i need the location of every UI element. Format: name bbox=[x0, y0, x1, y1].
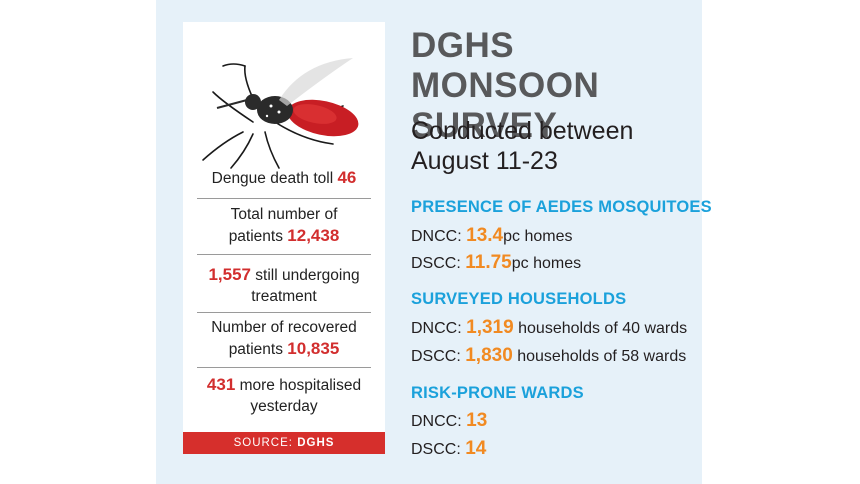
stat-total-patients: Total number of patients 12,438 bbox=[183, 204, 385, 247]
stats-card: Dengue death toll 46 Total number of pat… bbox=[183, 22, 385, 454]
stat-value: 46 bbox=[337, 168, 357, 187]
subtitle: Conducted between August 11-23 bbox=[411, 116, 701, 176]
row-risk-dncc: DNCC: 13 bbox=[411, 410, 487, 432]
stat-label: more hospitalised bbox=[239, 377, 362, 394]
source-value: DGHS bbox=[297, 437, 335, 449]
row-value: 13 bbox=[466, 410, 488, 431]
stat-hospitalised: 431 more hospitalised yesterday bbox=[183, 374, 385, 417]
section-heading-aedes: PRESENCE OF AEDES MOSQUITOES bbox=[411, 198, 712, 216]
stat-value: 10,835 bbox=[287, 339, 340, 358]
page-title: DGHS MONSOON SURVEY bbox=[411, 26, 701, 146]
subtitle-line: August 11-23 bbox=[411, 147, 558, 175]
stat-label: still undergoing bbox=[255, 267, 360, 284]
stat-value: 12,438 bbox=[287, 226, 340, 245]
title-line: DGHS MONSOON bbox=[411, 26, 600, 105]
stat-value: 431 bbox=[206, 375, 236, 394]
stat-label: patients bbox=[228, 341, 283, 358]
row-label: DNCC: bbox=[411, 228, 462, 245]
row-suffix: pc homes bbox=[503, 228, 573, 245]
row-label: DNCC: bbox=[411, 320, 462, 337]
row-value: 1,319 bbox=[466, 317, 514, 338]
row-label: DNCC: bbox=[411, 413, 462, 430]
mosquito-icon bbox=[202, 58, 359, 169]
stat-value: 1,557 bbox=[208, 265, 251, 284]
row-households-dncc: DNCC: 1,319 households of 40 wards bbox=[411, 317, 687, 339]
divider bbox=[197, 198, 371, 199]
divider bbox=[197, 367, 371, 368]
stat-undergoing-treatment: 1,557 still undergoing treatment bbox=[183, 264, 385, 307]
source-bar: SOURCE: DGHS bbox=[183, 432, 385, 454]
row-label: DSCC: bbox=[411, 441, 461, 458]
row-label: DSCC: bbox=[411, 348, 461, 365]
row-suffix: pc homes bbox=[511, 255, 582, 272]
row-label: DSCC: bbox=[411, 255, 461, 272]
row-aedes-dscc: DSCC: 11.75pc homes bbox=[411, 252, 581, 274]
row-value: 1,830 bbox=[465, 345, 513, 366]
stat-label: patients bbox=[228, 228, 283, 245]
stat-label: yesterday bbox=[250, 398, 318, 415]
section-heading-households: SURVEYED HOUSEHOLDS bbox=[411, 290, 627, 308]
row-households-dscc: DSCC: 1,830 households of 58 wards bbox=[411, 345, 686, 367]
row-aedes-dncc: DNCC: 13.4pc homes bbox=[411, 225, 572, 247]
source-label: SOURCE: bbox=[233, 437, 293, 449]
stat-label: Number of recovered bbox=[211, 319, 357, 336]
section-heading-risk-prone: RISK-PRONE WARDS bbox=[411, 384, 584, 402]
title-line: SURVEY bbox=[411, 106, 558, 145]
row-value: 11.75 bbox=[465, 252, 512, 273]
row-value: 14 bbox=[465, 438, 487, 459]
divider bbox=[197, 254, 371, 255]
stat-label: treatment bbox=[251, 288, 317, 305]
divider bbox=[197, 312, 371, 313]
stat-recovered: Number of recovered patients 10,835 bbox=[183, 317, 385, 360]
subtitle-line: Conducted between bbox=[411, 117, 634, 145]
row-risk-dscc: DSCC: 14 bbox=[411, 438, 486, 460]
row-suffix: households of 40 wards bbox=[518, 320, 688, 337]
row-value: 13.4 bbox=[466, 225, 504, 246]
stat-label: Total number of bbox=[230, 206, 338, 223]
row-suffix: households of 58 wards bbox=[517, 348, 687, 365]
stat-label: Dengue death toll bbox=[211, 170, 334, 187]
stat-death-toll: Dengue death toll 46 bbox=[183, 167, 385, 189]
